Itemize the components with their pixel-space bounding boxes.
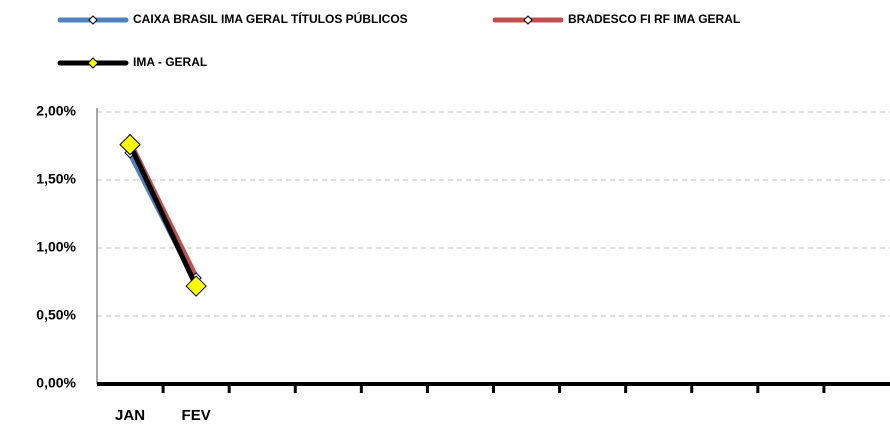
x-tick-label: FEV: [182, 407, 211, 424]
legend-label: CAIXA BRASIL IMA GERAL TÍTULOS PÚBLICOS: [133, 11, 408, 26]
y-tick-label: 2,00%: [36, 103, 76, 119]
y-tick-label: 0,50%: [36, 307, 76, 323]
y-tick-label: 1,50%: [36, 171, 76, 187]
y-tick-label: 0,00%: [36, 375, 76, 391]
series-line: [127, 142, 199, 289]
point-marker: [185, 275, 207, 297]
x-tick-label: JAN: [115, 407, 145, 424]
legend-marker: [87, 57, 99, 69]
y-tick-label: 1,00%: [36, 239, 76, 255]
legend-marker: [88, 15, 98, 25]
legend-label: IMA - GERAL: [133, 55, 207, 69]
legend-label: BRADESCO FI RF IMA GERAL: [568, 12, 740, 26]
legend-marker: [523, 15, 533, 25]
point-marker: [119, 133, 141, 156]
